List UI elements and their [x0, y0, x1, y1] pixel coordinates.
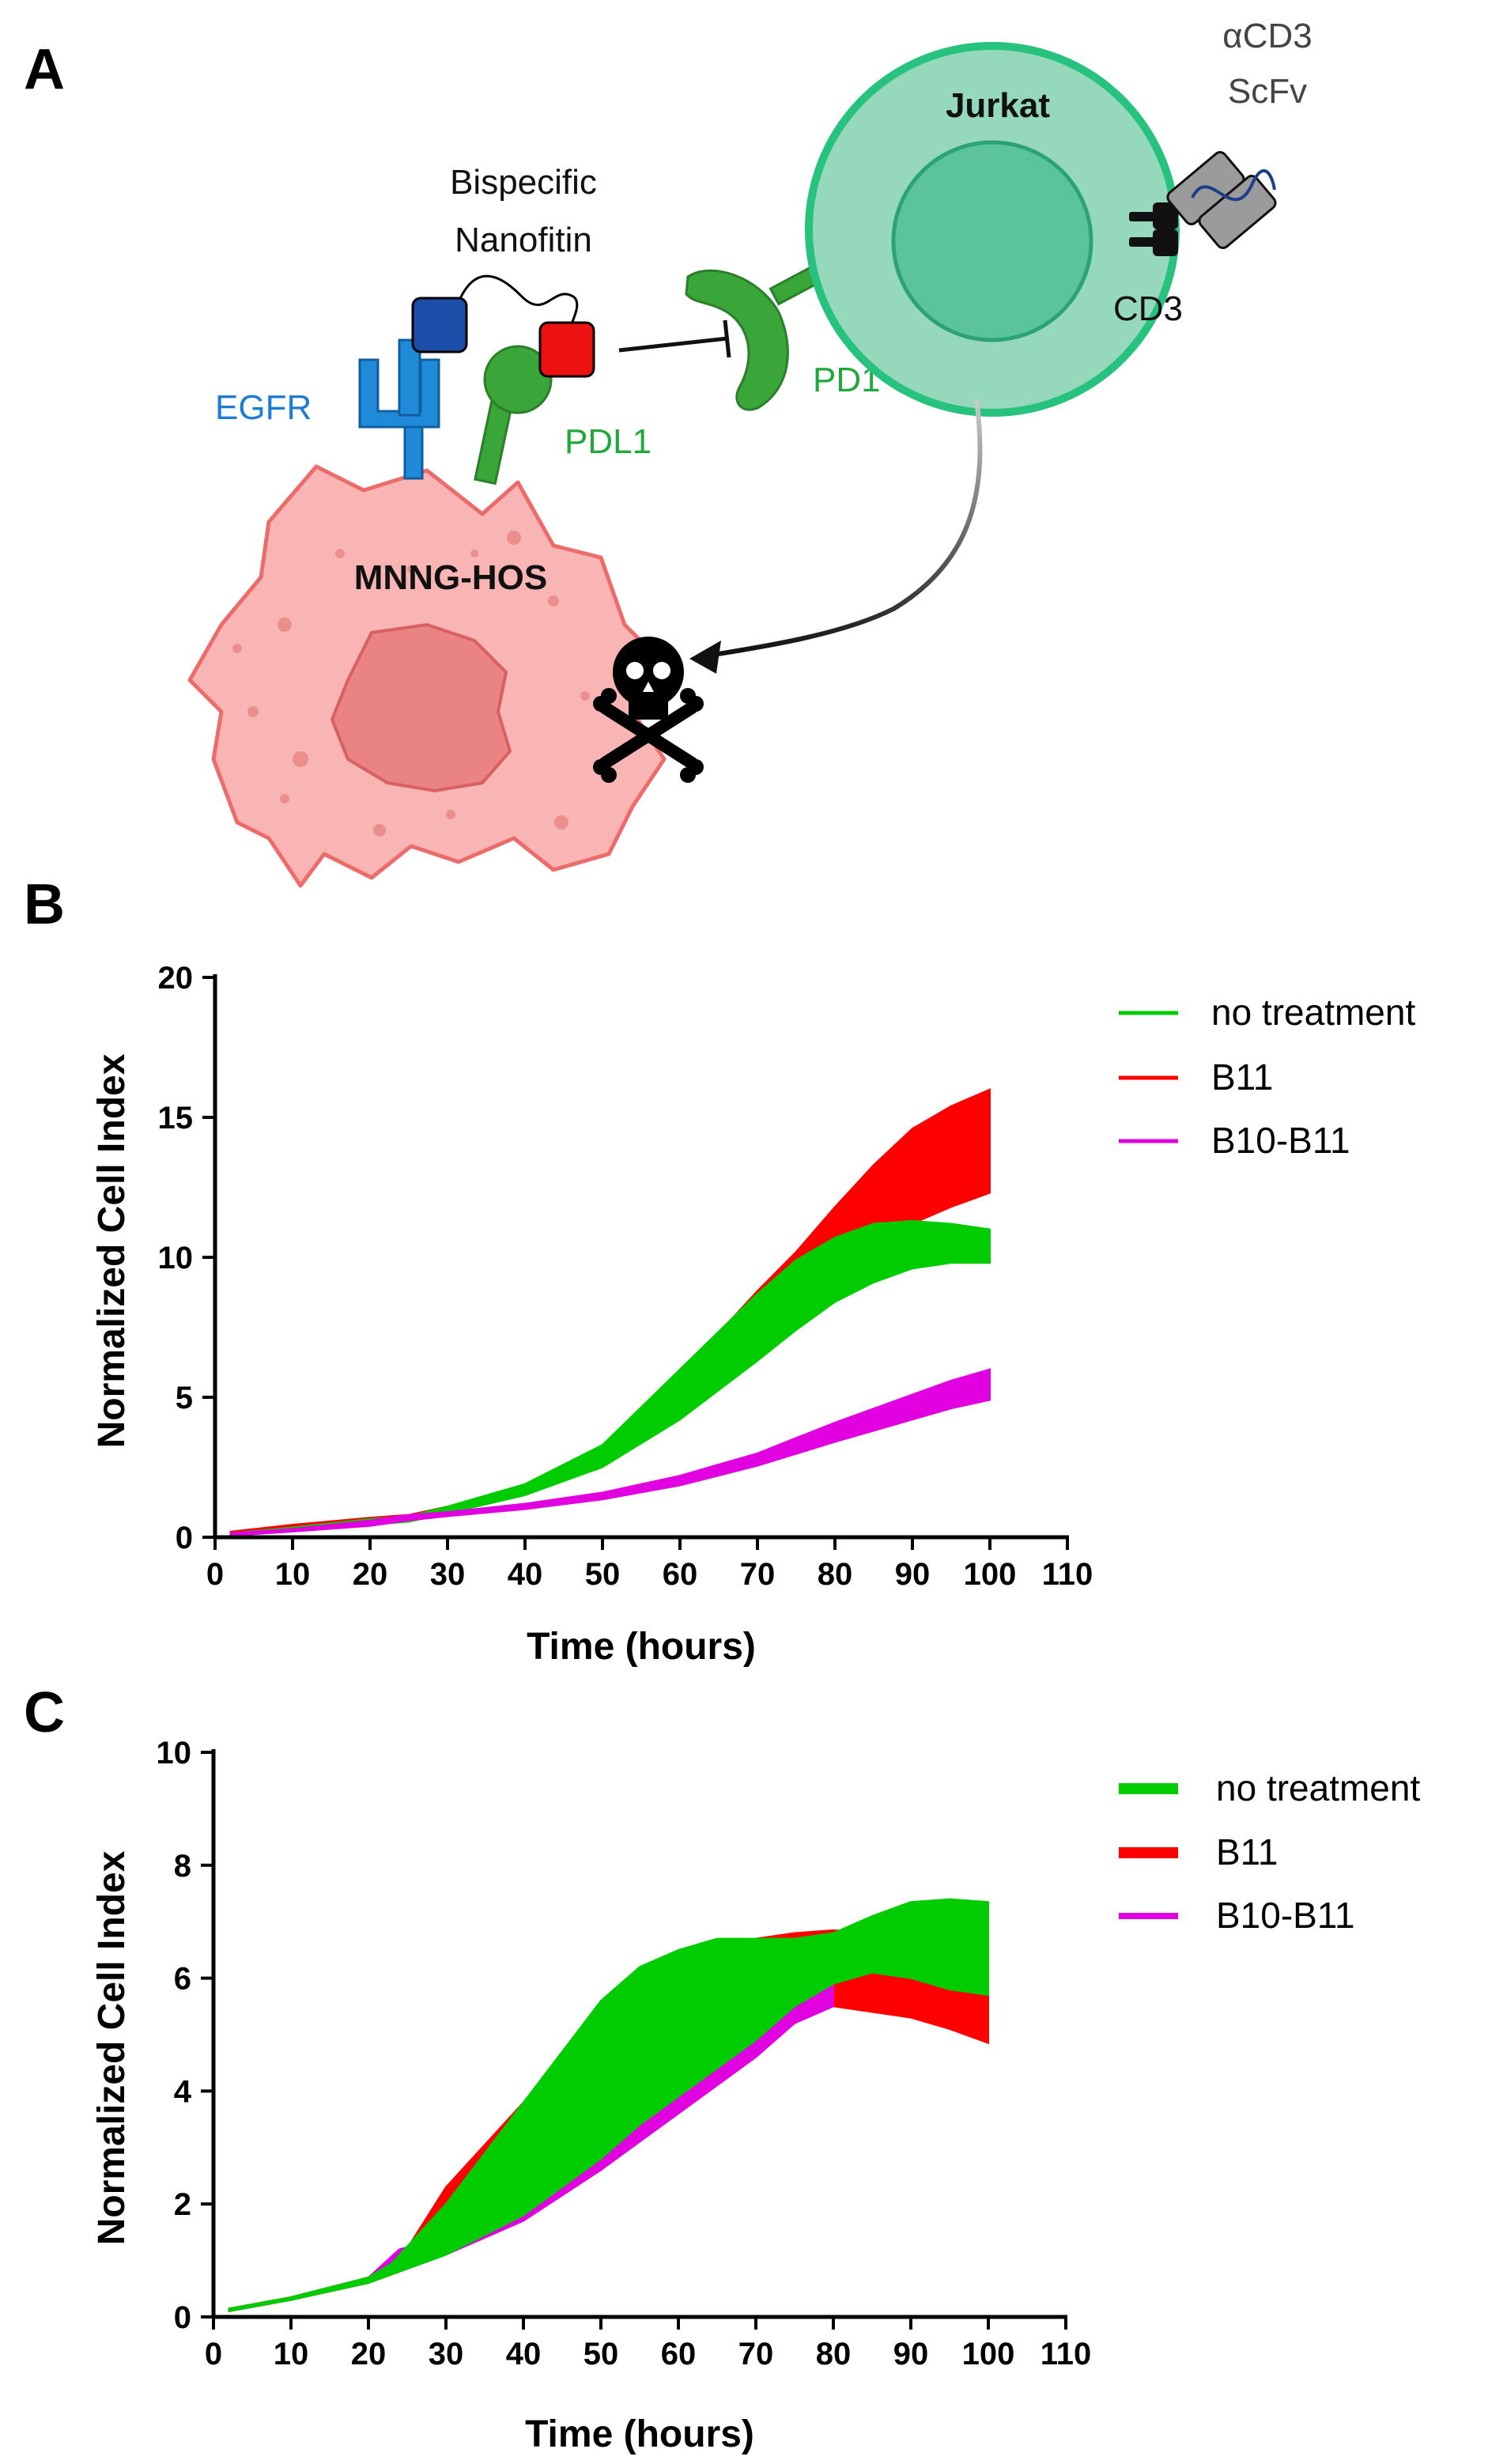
- chart-c-series-no-treatment: [228, 1898, 989, 2313]
- egfr-receptor: [358, 338, 440, 480]
- pdl1-label: PDL1: [565, 422, 651, 461]
- chart-c-x-tick-label: 70: [738, 2337, 774, 2371]
- panel-b-letter: B: [24, 873, 65, 936]
- chart-b-x-tick-label: 20: [353, 1557, 388, 1592]
- chart-b-x-tick-label: 40: [508, 1557, 543, 1592]
- chart-c-x-tick-label: 30: [429, 2337, 464, 2371]
- chart-c-x-tick-label: 50: [583, 2337, 619, 2371]
- egfr-label: EGFR: [215, 388, 312, 427]
- bispecific-nanofitin: [411, 274, 595, 378]
- chart-c-y-tick-label: 0: [174, 2300, 191, 2335]
- chart-b-y-tick-label: 0: [176, 1521, 193, 1555]
- chart-b-y-tick-label: 5: [176, 1381, 193, 1415]
- chart-b-series-b11: [229, 1088, 991, 1536]
- chart-c-y-tick-label: 10: [157, 1736, 192, 1771]
- chart-c-x-tick-label: 110: [1040, 2337, 1092, 2371]
- tumor-nucleus: [330, 622, 512, 793]
- chart-c-x-tick-label: 90: [893, 2337, 929, 2371]
- chart-c-x-axis-title: Time (hours): [525, 2413, 754, 2455]
- chart-b-x-tick-label: 30: [430, 1557, 466, 1592]
- acd3-scfv: [1166, 151, 1277, 249]
- bispecific-label-1: Bispecific: [450, 163, 597, 202]
- killing-arrow: [689, 399, 983, 674]
- chart-c-legend-b11: B11: [1216, 1831, 1278, 1873]
- chart-b-x-tick-label: 50: [585, 1557, 621, 1592]
- chart-c-x-tick-label: 80: [816, 2337, 852, 2371]
- panel-b: B 0 10 20 30 40 50 60 70 80 90 100 110 0 5 10 15 20 Time…: [24, 873, 1415, 1668]
- chart-c-x-tick-label: 60: [661, 2337, 697, 2371]
- inhibition-arrow: [618, 319, 731, 358]
- chart-c-y-axis-title: Normalized Cell Index: [91, 1850, 133, 2245]
- jurkat-label: Jurkat: [946, 86, 1050, 125]
- panel-a: A MNNG-HOS EGFR PDL1: [24, 17, 1312, 888]
- skull-crossbones-icon: [593, 637, 704, 783]
- chart-c-x-tick-label: 10: [274, 2337, 309, 2371]
- chart-b-legend-b10-b11: B10-B11: [1211, 1120, 1350, 1161]
- mnng-hos-cell: MNNG-HOS: [187, 464, 667, 888]
- chart-b-x-tick-label: 90: [895, 1557, 931, 1592]
- chart-c-y-tick-label: 6: [174, 1962, 191, 1997]
- chart-c-legend: no treatment B11 B10-B11: [1119, 1767, 1420, 1936]
- chart-b-series-no-treatment: [229, 1219, 991, 1537]
- panel-a-letter: A: [24, 38, 65, 101]
- chart-b-x-axis-title: Time (hours): [527, 1626, 756, 1668]
- nanofitin-red-domain: [538, 321, 595, 378]
- cd3-receptor: [1129, 202, 1178, 256]
- chart-c-x-tick-label: 100: [962, 2337, 1015, 2371]
- chart-b-x-tick-label: 70: [740, 1557, 776, 1592]
- jurkat-cell: Jurkat: [805, 42, 1180, 417]
- panel-c: C 0 10 20 30 40 50 60 70 80 90 100 110 0 2 4 6 8 10 Time …: [24, 1681, 1420, 2455]
- chart-c-x-tick-label: 40: [506, 2337, 542, 2371]
- tumor-granules: [232, 531, 590, 837]
- bispecific-label-2: Nanofitin: [455, 221, 592, 259]
- chart-b-legend-b11: B11: [1211, 1056, 1273, 1098]
- chart-b-x-tick-label: 80: [818, 1557, 853, 1592]
- chart-b-x-tick-label: 110: [1042, 1557, 1093, 1592]
- chart-b-y-axis-title: Normalized Cell Index: [91, 1053, 133, 1448]
- chart-b-legend: no treatment B11 B10-B11: [1119, 992, 1415, 1161]
- nanofitin-blue-domain: [411, 297, 468, 353]
- chart-c-legend-b10-b11: B10-B11: [1216, 1895, 1355, 1936]
- panel-c-letter: C: [24, 1681, 65, 1744]
- chart-b-x-tick-label: 0: [206, 1557, 224, 1592]
- acd3-label-2: ScFv: [1228, 72, 1307, 111]
- acd3-label-1: αCD3: [1222, 17, 1312, 55]
- chart-b-legend-no-treatment: no treatment: [1211, 992, 1415, 1033]
- chart-b: 0 10 20 30 40 50 60 70 80 90 100 110 0 5 10 15 20: [158, 961, 1093, 1592]
- chart-b-x-tick-label: 60: [663, 1557, 698, 1592]
- chart-c-legend-no-treatment: no treatment: [1216, 1767, 1420, 1808]
- chart-b-x-tick-label: 100: [964, 1557, 1017, 1592]
- chart-b-series-b10-b11: [229, 1368, 991, 1537]
- pdl1-ligand: [474, 345, 553, 486]
- chart-c: 0 10 20 30 40 50 60 70 80 90 100 110 0 2 4 6 8 10: [157, 1736, 1092, 2371]
- chart-b-y-tick-label: 15: [158, 1101, 194, 1136]
- mnng-hos-label: MNNG-HOS: [354, 558, 547, 597]
- chart-c-y-tick-label: 2: [174, 2187, 191, 2222]
- jurkat-nucleus: [891, 140, 1093, 342]
- chart-b-x-tick-label: 10: [275, 1557, 311, 1592]
- chart-b-y-tick-label: 20: [158, 961, 194, 996]
- chart-c-x-tick-label: 0: [205, 2337, 222, 2371]
- chart-c-y-tick-label: 4: [174, 2074, 192, 2109]
- chart-b-y-tick-label: 10: [158, 1241, 194, 1275]
- chart-c-y-tick-label: 8: [174, 1849, 191, 1884]
- chart-c-x-tick-label: 20: [351, 2337, 387, 2371]
- cd3-label: CD3: [1113, 289, 1183, 328]
